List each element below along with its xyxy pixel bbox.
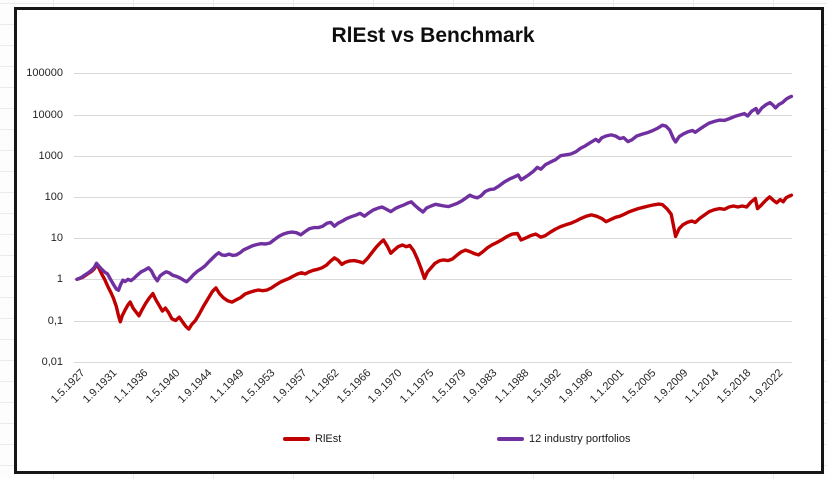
plot-area	[17, 10, 821, 471]
legend-label-rlest: RlEst	[315, 433, 342, 445]
y-axis-label: 10000	[32, 108, 63, 121]
y-axis-label: 100	[44, 190, 63, 203]
series-line-benchmark[interactable]	[75, 94, 794, 292]
y-gridline	[74, 155, 792, 157]
y-axis-label: 0,1	[47, 314, 63, 327]
y-gridline	[74, 73, 792, 75]
chart-title: RlEst vs Benchmark	[331, 24, 535, 47]
y-gridline	[74, 114, 792, 116]
legend-label-benchmark: 12 industry portfolios	[529, 433, 631, 445]
chart-frame[interactable]: RlEst vs Benchmark 100000 10000 1000 100 10 1…	[14, 7, 824, 474]
y-gridline	[74, 196, 792, 198]
series-plot	[75, 94, 794, 331]
series-line-rlest[interactable]	[75, 193, 794, 331]
y-gridline	[74, 279, 792, 281]
y-axis-label: 0,01	[41, 355, 63, 368]
y-axis-label: 100000	[26, 67, 63, 80]
y-axis-label: 1000	[38, 149, 63, 162]
y-axis-label: 1	[56, 273, 63, 286]
y-axis-label: 10	[50, 232, 63, 245]
y-gridline	[74, 238, 792, 240]
y-gridline	[74, 320, 792, 322]
legend-swatch-rlest	[283, 437, 310, 441]
legend-swatch-benchmark	[497, 437, 524, 441]
y-gridline	[74, 361, 792, 363]
legend-item-rlest[interactable]: RlEst	[283, 431, 341, 447]
legend-item-benchmark[interactable]: 12 industry portfolios	[497, 431, 631, 447]
